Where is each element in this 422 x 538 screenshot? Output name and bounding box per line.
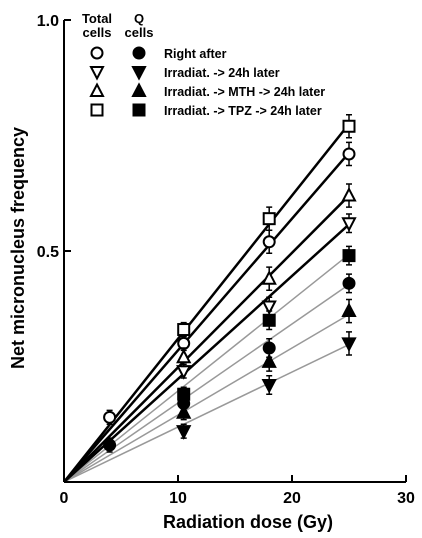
point-total-circle-0	[103, 410, 117, 424]
x-tick-label-0: 0	[60, 490, 69, 507]
x-axis-title: Radiation dose (Gy)	[163, 512, 333, 532]
x-tick-label-30: 30	[397, 490, 415, 507]
legend-marker-total-triangle-down	[89, 66, 105, 81]
fit-line-q-triangle-up	[63, 313, 350, 483]
point-q-circle-3	[342, 276, 356, 290]
legend-marker-q-square	[132, 103, 146, 117]
data-marks	[103, 113, 357, 453]
point-q-circle-2	[262, 341, 276, 355]
legend-label-mth: Irradiat. -> MTH -> 24h later	[164, 85, 325, 99]
legend-marker-total-circle	[90, 46, 104, 60]
point-q-triangle-up-0	[176, 404, 192, 419]
point-q-square-0	[177, 387, 191, 401]
point-total-circle-3	[342, 147, 356, 161]
point-q-square-1	[262, 313, 276, 327]
point-total-triangle-down-2	[341, 217, 357, 232]
legend-marker-total-triangle-up	[89, 82, 105, 97]
fit-lines	[63, 123, 350, 483]
point-total-circle-2	[262, 235, 276, 249]
point-q-triangle-down-0	[176, 425, 192, 440]
point-q-triangle-up-1	[261, 353, 277, 368]
point-total-square-1	[262, 212, 276, 226]
legend-marker-total-square	[90, 103, 104, 117]
legend-marker-q-triangle-up	[131, 82, 147, 97]
legend-label-24h-later: Irradiat. -> 24h later	[164, 66, 280, 80]
point-total-triangle-down-1	[261, 300, 277, 316]
y-axis-title: Net micronucleus frequency	[8, 127, 28, 369]
x-tick-label-20: 20	[283, 490, 301, 507]
point-total-triangle-up-2	[341, 186, 357, 202]
legend-header-total-line1: Total	[82, 11, 112, 26]
point-total-triangle-up-1	[261, 270, 277, 285]
point-total-square-2	[342, 119, 356, 133]
point-total-triangle-down-0	[176, 365, 192, 380]
legend: Total cells Q cells Right after Irradiat…	[82, 11, 325, 118]
point-total-square-0	[177, 323, 191, 337]
legend-marks	[89, 46, 147, 117]
point-q-triangle-down-1	[261, 378, 277, 394]
legend-label-tpz: Irradiat. -> TPZ -> 24h later	[164, 104, 322, 118]
fit-line-total-triangle-up	[63, 194, 350, 483]
legend-marker-q-triangle-down	[131, 66, 147, 81]
point-q-triangle-up-2	[341, 302, 357, 318]
legend-label-right-after: Right after	[164, 47, 227, 61]
y-tick-label-0.5: 0.5	[37, 244, 59, 261]
legend-header-q-line1: Q	[134, 11, 144, 26]
point-total-circle-1	[177, 336, 191, 350]
legend-marker-q-circle	[132, 46, 146, 60]
fit-line-q-triangle-down	[63, 343, 350, 483]
legend-header-q-line2: cells	[125, 25, 154, 40]
point-total-triangle-up-0	[176, 348, 192, 364]
legend-header-total-line2: cells	[83, 25, 112, 40]
point-q-triangle-down-2	[341, 337, 357, 353]
y-tick-label-1.0: 1.0	[37, 13, 59, 30]
fit-line-total-square	[63, 123, 350, 483]
point-q-circle-0	[103, 438, 117, 452]
axes: 0 10 20 30 0.5 1.0 Radiation dose (Gy) N…	[8, 13, 415, 532]
x-tick-label-10: 10	[169, 490, 187, 507]
point-q-square-2	[342, 249, 356, 263]
fit-line-total-circle	[63, 152, 350, 483]
